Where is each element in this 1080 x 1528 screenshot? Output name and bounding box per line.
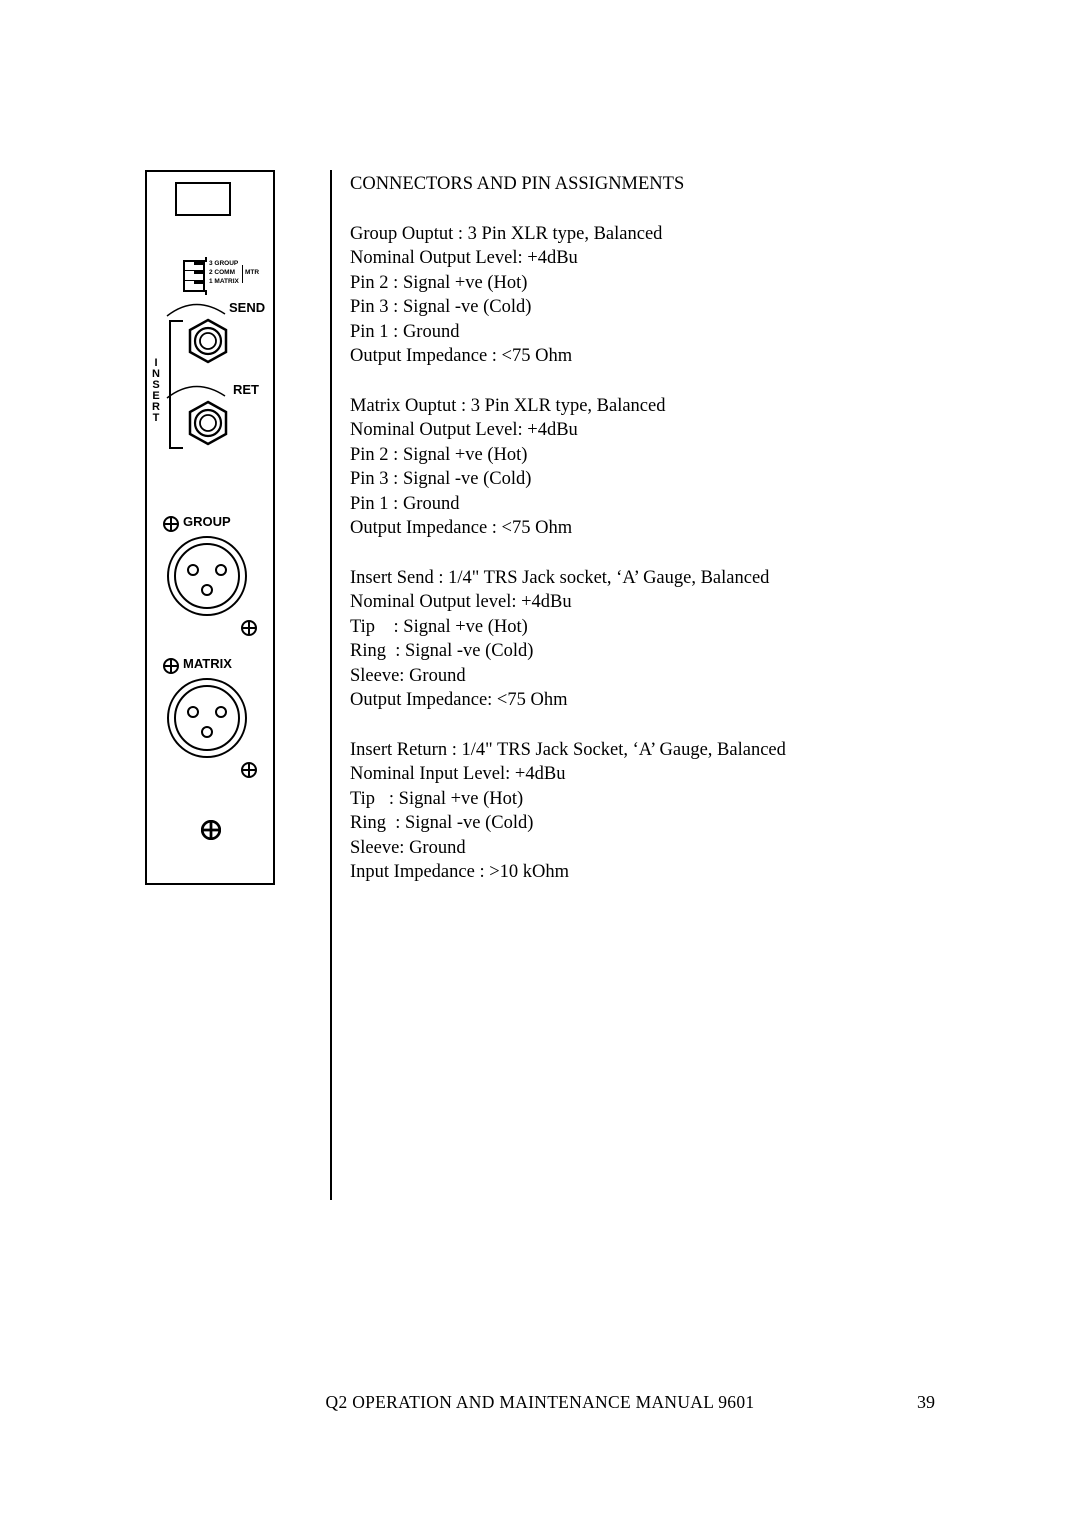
group-label: GROUP <box>183 514 231 529</box>
group-xlr <box>167 536 247 616</box>
connector-panel-diagram: 3 GROUP 2 COMM 1 MATRIX MTR SEND <box>145 170 290 1200</box>
dip-switch <box>183 260 205 292</box>
page-number: 39 <box>917 1392 935 1413</box>
ret-jack <box>185 400 231 446</box>
matrix-xlr <box>167 678 247 758</box>
matrix-label: MATRIX <box>183 656 232 671</box>
section-title: CONNECTORS AND PIN ASSIGNMENTS <box>350 172 935 197</box>
vertical-divider <box>330 170 332 1200</box>
insert-send-spec: Insert Send : 1/4" TRS Jack socket, ‘A’ … <box>350 566 935 713</box>
spec-text: CONNECTORS AND PIN ASSIGNMENTS Group Oup… <box>350 170 935 1200</box>
dip-labels: 3 GROUP 2 COMM 1 MATRIX <box>209 259 239 286</box>
insert-return-spec: Insert Return : 1/4" TRS Jack Socket, ‘A… <box>350 738 935 885</box>
matrix-output-spec: Matrix Ouptut : 3 Pin XLR type, Balanced… <box>350 394 935 541</box>
send-arc <box>165 300 227 318</box>
screw-icon <box>163 516 179 532</box>
screw-icon <box>241 620 257 636</box>
ret-arc <box>165 382 227 400</box>
insert-label: INSERT <box>151 358 161 424</box>
send-label: SEND <box>229 300 265 315</box>
ret-label: RET <box>233 382 259 397</box>
mtr-label: MTR <box>245 268 259 277</box>
screw-icon <box>241 762 257 778</box>
group-output-spec: Group Ouptut : 3 Pin XLR type, Balanced … <box>350 222 935 369</box>
screw-icon <box>201 820 221 840</box>
send-jack <box>185 318 231 364</box>
blank-slot <box>175 182 231 216</box>
screw-icon <box>163 658 179 674</box>
